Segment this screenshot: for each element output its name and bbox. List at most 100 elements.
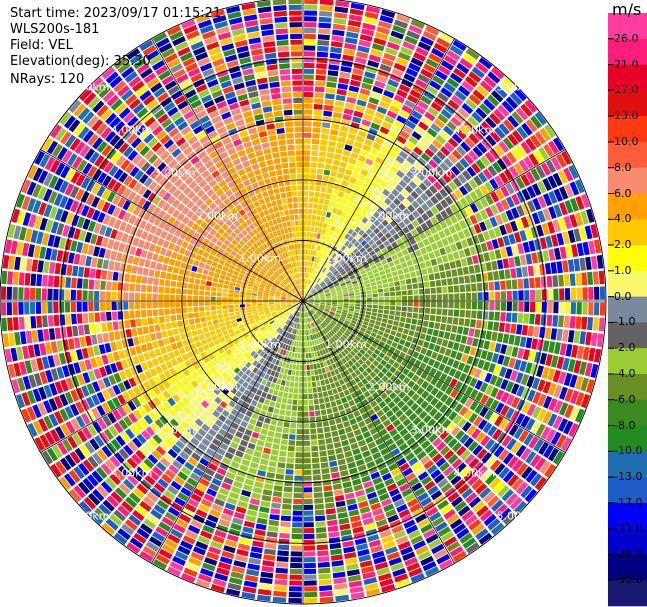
velocity-gate [322,329,327,335]
velocity-gate [266,334,272,340]
velocity-gate [375,320,381,326]
velocity-gate [372,268,379,274]
velocity-gate [314,283,318,288]
velocity-gate [290,416,297,423]
velocity-gate [257,301,263,304]
velocity-gate [365,359,372,367]
velocity-gate [165,344,173,353]
velocity-gate [361,475,371,483]
velocity-gate [579,257,586,271]
velocity-gate [344,168,353,176]
velocity-gate [459,309,466,318]
velocity-gate [540,314,547,326]
velocity-gate [375,239,383,246]
velocity-gate [309,416,316,423]
velocity-gate [133,532,147,544]
velocity-gate [335,0,350,8]
velocity-gate [106,495,119,508]
velocity-gate [292,516,303,522]
velocity-gate [534,476,547,491]
velocity-gate [190,493,202,503]
velocity-gate [108,331,115,342]
velocity-gate [364,11,379,20]
velocity-gate [113,532,128,545]
velocity-gate [427,418,437,428]
velocity-gate [322,312,328,317]
velocity-gate [581,272,588,286]
velocity-gate [93,368,102,380]
velocity-gate [179,362,187,370]
velocity-gate [530,115,543,129]
velocity-gate [225,320,231,326]
velocity-gate [417,435,427,445]
velocity-gate [367,297,373,301]
velocity-gate [303,284,305,290]
velocity-gate [323,328,328,334]
velocity-gate [439,32,454,43]
velocity-gate [323,360,328,367]
velocity-gate [372,235,380,242]
velocity-gate [278,321,284,327]
velocity-gate [440,210,449,219]
velocity-gate [210,346,217,353]
velocity-gate [370,122,381,131]
velocity-gate [543,395,553,409]
velocity-gate [177,492,189,502]
velocity-gate [432,437,442,448]
velocity-gate [581,316,588,330]
velocity-gate [408,24,423,35]
velocity-gate [286,304,292,307]
velocity-gate [370,264,377,270]
velocity-gate [308,303,313,306]
velocity-gate [315,251,319,257]
velocity-gate [257,307,264,311]
velocity-gate [319,337,324,343]
velocity-gate [176,281,183,288]
velocity-gate [269,295,275,298]
velocity-gate [493,226,502,238]
velocity-gate [323,104,334,111]
velocity-gate [516,267,523,278]
velocity-gate [557,418,568,432]
velocity-gate [271,313,277,317]
velocity-gate [156,430,167,440]
velocity-gate [312,307,317,312]
velocity-gate [18,287,24,300]
velocity-gate [197,573,212,583]
velocity-gate [315,327,319,333]
velocity-gate [347,20,362,28]
velocity-gate [468,519,482,531]
velocity-gate [343,486,354,494]
velocity-gate [246,289,252,293]
velocity-gate [496,431,507,444]
velocity-gate [573,360,582,374]
velocity-gate [350,371,357,379]
velocity-gate [463,228,471,238]
velocity-gate [457,267,464,276]
velocity-gate [409,427,419,436]
velocity-gate [559,246,567,259]
velocity-gate [418,307,425,314]
velocity-gate [305,278,308,284]
velocity-gate [563,420,574,435]
velocity-gate [507,133,519,146]
velocity-gate [193,335,200,342]
velocity-gate [555,434,567,449]
velocity-gate [110,363,118,373]
velocity-gate [294,382,299,388]
velocity-gate [315,277,320,283]
velocity-gate [580,394,590,409]
velocity-gate [564,404,574,419]
velocity-gate [231,565,245,574]
velocity-gate [96,466,108,479]
velocity-gate [447,278,453,286]
velocity-gate [286,295,292,298]
velocity-gate [485,194,494,205]
velocity-gate [245,448,254,456]
velocity-gate [312,334,316,340]
velocity-gate [95,356,104,367]
velocity-gate [340,529,352,536]
velocity-gate [476,282,483,292]
velocity-gate [427,106,439,117]
velocity-gate [303,306,305,312]
